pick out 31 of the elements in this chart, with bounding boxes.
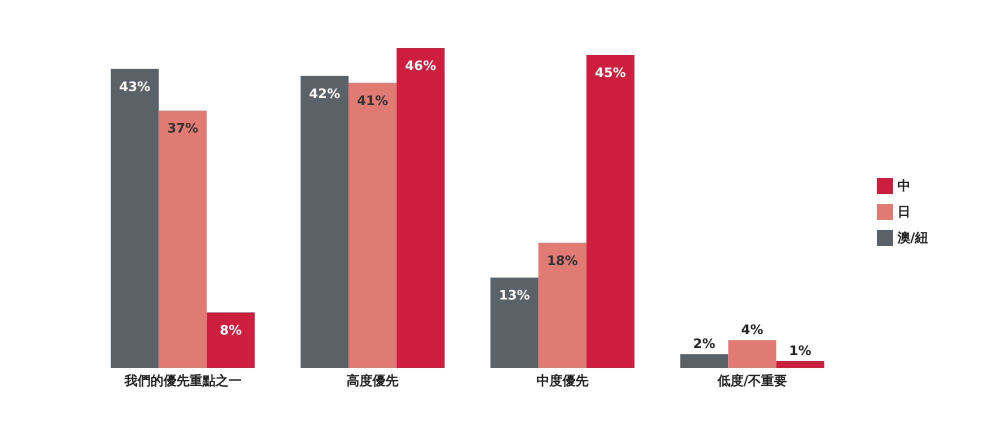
data-label: 37% — [167, 122, 198, 137]
data-label: 8% — [220, 323, 242, 338]
x-tick-label: 中度優先 — [536, 373, 589, 390]
data-label: 42% — [309, 86, 340, 102]
data-label: 43% — [119, 80, 150, 95]
x-tick-label: 我們的優先重點之一 — [123, 373, 242, 390]
bar — [396, 48, 445, 368]
bar — [490, 278, 538, 368]
data-label: 18% — [546, 254, 578, 269]
bar — [680, 354, 728, 368]
data-label: 41% — [357, 94, 388, 109]
x-tick-label: 高度優先 — [346, 373, 399, 390]
bar — [110, 68, 159, 368]
legend-label: 日 — [897, 205, 910, 220]
bar — [586, 54, 634, 368]
data-label: 2% — [693, 337, 716, 352]
legend-label: 澳/紐 — [897, 231, 928, 246]
data-label: 4% — [741, 323, 764, 338]
bar — [776, 361, 824, 368]
data-label: 1% — [789, 344, 812, 360]
data-label: 46% — [405, 59, 436, 74]
bar — [206, 312, 255, 368]
data-label: 45% — [594, 66, 626, 81]
data-label: 13% — [498, 288, 530, 304]
bar — [300, 76, 349, 368]
bar — [538, 242, 586, 368]
bar — [728, 340, 776, 368]
legend-label: 中 — [897, 179, 910, 194]
bar — [348, 82, 397, 368]
bar — [158, 110, 207, 368]
x-tick-label: 低度/不重要 — [716, 373, 788, 390]
